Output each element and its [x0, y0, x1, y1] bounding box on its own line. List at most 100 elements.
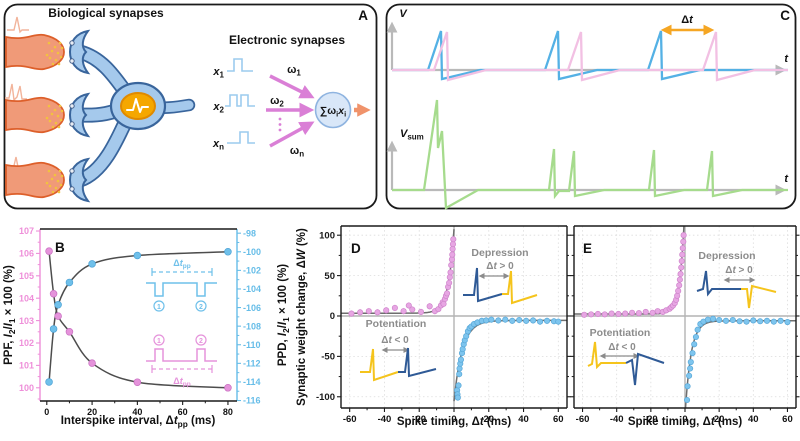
- presynaptic-spike-train: [392, 30, 788, 81]
- svg-text:-20: -20: [644, 414, 658, 425]
- svg-text:0: 0: [44, 407, 49, 417]
- svg-text:40: 40: [132, 407, 142, 417]
- svg-text:101: 101: [19, 361, 34, 371]
- svg-text:-40: -40: [378, 414, 392, 425]
- panel-a: A Biological synapses: [3, 3, 378, 210]
- panel-c: C V t Δt Vsum t: [385, 3, 797, 210]
- summation-label: ∑ωixi: [320, 105, 346, 119]
- ppf-inset-pulse1: 1: [157, 338, 161, 345]
- svg-text:PPF, I2/I1 × 100 (%): PPF, I2/I1 × 100 (%): [3, 265, 17, 365]
- svg-text:20: 20: [87, 407, 97, 417]
- svg-text:0: 0: [451, 414, 456, 425]
- svg-text:-114: -114: [243, 377, 261, 387]
- svg-text:-40: -40: [610, 414, 624, 425]
- svg-text:106: 106: [19, 249, 34, 259]
- svg-text:Spike timing, Δt (ms): Spike timing, Δt (ms): [628, 416, 743, 428]
- ppd-pulse-inset: Δtpp 1 2: [146, 258, 217, 312]
- input-x2-label: x2: [212, 101, 224, 115]
- svg-text:104: 104: [19, 293, 34, 303]
- svg-text:0: 0: [682, 414, 687, 425]
- potentiation-annotation-d: Potentiation Δt < 0: [360, 318, 437, 382]
- panel-e-label: E: [583, 241, 592, 256]
- svg-text:105: 105: [19, 271, 34, 281]
- nucleus-spike-icon: [126, 98, 149, 113]
- panel-a-label: A: [358, 8, 368, 23]
- svg-text:Spike timing, Δt (ms): Spike timing, Δt (ms): [397, 416, 512, 428]
- weight-w1-label: ω1: [287, 64, 301, 78]
- summation-node: [314, 91, 352, 129]
- depression-annotation-d: Depression Δt > 0: [463, 247, 538, 305]
- post-spike-navy-e-pot: [625, 352, 665, 386]
- svg-text:50: 50: [324, 271, 335, 282]
- pre-spike-navy-e-dep: [696, 270, 741, 297]
- svg-text:60: 60: [178, 407, 188, 417]
- summed-voltage-plot: Vsum t: [386, 99, 789, 210]
- ppf-pulse-inset: 1 2 Δtpp: [146, 334, 217, 388]
- svg-text:-104: -104: [243, 284, 261, 294]
- biological-synapses-title: Biological synapses: [48, 6, 164, 20]
- panel-c-label: C: [780, 8, 790, 23]
- depression-annotation-e: Depression Δt > 0: [696, 250, 777, 309]
- input-x2-pulse: [225, 94, 255, 107]
- ppf-inset-pulse2: 2: [199, 338, 203, 345]
- svg-text:103: 103: [19, 316, 34, 326]
- svg-text:107: 107: [19, 226, 34, 236]
- presynaptic-spike-trace-1: [7, 16, 29, 34]
- svg-text:Interspike interval, Δtpp (ms): Interspike interval, Δtpp (ms): [61, 415, 216, 429]
- vsum-axis-label: Vsum: [400, 128, 424, 142]
- svg-text:PPD, I2/I1 × 100 (%): PPD, I2/I1 × 100 (%): [277, 264, 291, 366]
- svg-text:-106: -106: [243, 303, 261, 313]
- weight-arrow-1: [269, 74, 315, 99]
- potentiation-label-d: Potentiation: [366, 318, 427, 330]
- postsynaptic-spike-train: [392, 31, 788, 82]
- presynaptic-spike-trace-2: [5, 83, 27, 102]
- delta-t-label: Δt: [681, 14, 694, 26]
- t-axis-label: t: [784, 53, 789, 65]
- svg-text:60: 60: [553, 414, 564, 425]
- panel-b-label: B: [55, 240, 65, 255]
- svg-text:-108: -108: [243, 321, 261, 331]
- svg-text:-102: -102: [243, 266, 261, 276]
- svg-text:-110: -110: [243, 340, 261, 350]
- input-x1-pulse: [227, 58, 253, 72]
- svg-text:-116: -116: [243, 396, 261, 406]
- svg-text:-100: -100: [316, 392, 335, 403]
- svg-text:-60: -60: [343, 414, 357, 425]
- svg-text:-112: -112: [243, 359, 261, 369]
- potentiation-label-e: Potentiation: [590, 327, 651, 339]
- vesicle-dots: [45, 41, 64, 194]
- post-spike-yellow-d-dep: [502, 270, 538, 305]
- svg-text:60: 60: [782, 414, 793, 425]
- weight-arrow-3: [269, 121, 315, 148]
- svg-text:40: 40: [518, 414, 529, 425]
- biological-synapses-illustration: Biological synapses: [5, 6, 196, 203]
- svg-text:100: 100: [19, 383, 34, 393]
- panel-c-border: [385, 3, 797, 210]
- panel-b: 0 20 40 60 80 100 101 102 103 104 105 106 107 -116 -11…: [3, 226, 291, 429]
- svg-text:-20: -20: [412, 414, 426, 425]
- depression-label-d: Depression: [471, 247, 528, 259]
- ellipsis-dots-icon: [278, 117, 282, 132]
- svg-text:100: 100: [319, 230, 335, 241]
- potentiation-dt-label-e: Δt < 0: [608, 342, 636, 353]
- svg-text:40: 40: [748, 414, 759, 425]
- summed-spike-train: [392, 99, 788, 210]
- input-xn-pulse: [227, 131, 255, 144]
- svg-text:Synaptic weight change, ΔW (%): Synaptic weight change, ΔW (%): [296, 228, 308, 406]
- ppd-inset-dtpp-label: Δtpp: [173, 258, 190, 270]
- svg-text:-100: -100: [243, 247, 261, 257]
- panel-a-border: [3, 3, 378, 210]
- depression-dt-label-d: Δt > 0: [486, 261, 514, 272]
- panel-d: -60 -40 -20 0 20 40 60 -100 -50 0 50 100 Spike timin…: [296, 225, 571, 428]
- t-axis-2-label: t: [784, 173, 789, 185]
- pre-spike-yellow-d-pot: [360, 348, 399, 382]
- svg-text:80: 80: [223, 407, 233, 417]
- svg-text:20: 20: [483, 414, 494, 425]
- input-xn-label: xn: [212, 138, 224, 152]
- ppf-inset-dtpp-label: Δtpp: [173, 376, 190, 388]
- pre-spike-yellow-e-pot: [587, 341, 626, 370]
- ppd-inset-pulse2: 2: [199, 304, 203, 311]
- post-spike-navy-d-pot: [398, 347, 437, 378]
- presynaptic-voltage-plot: V t Δt: [386, 8, 789, 82]
